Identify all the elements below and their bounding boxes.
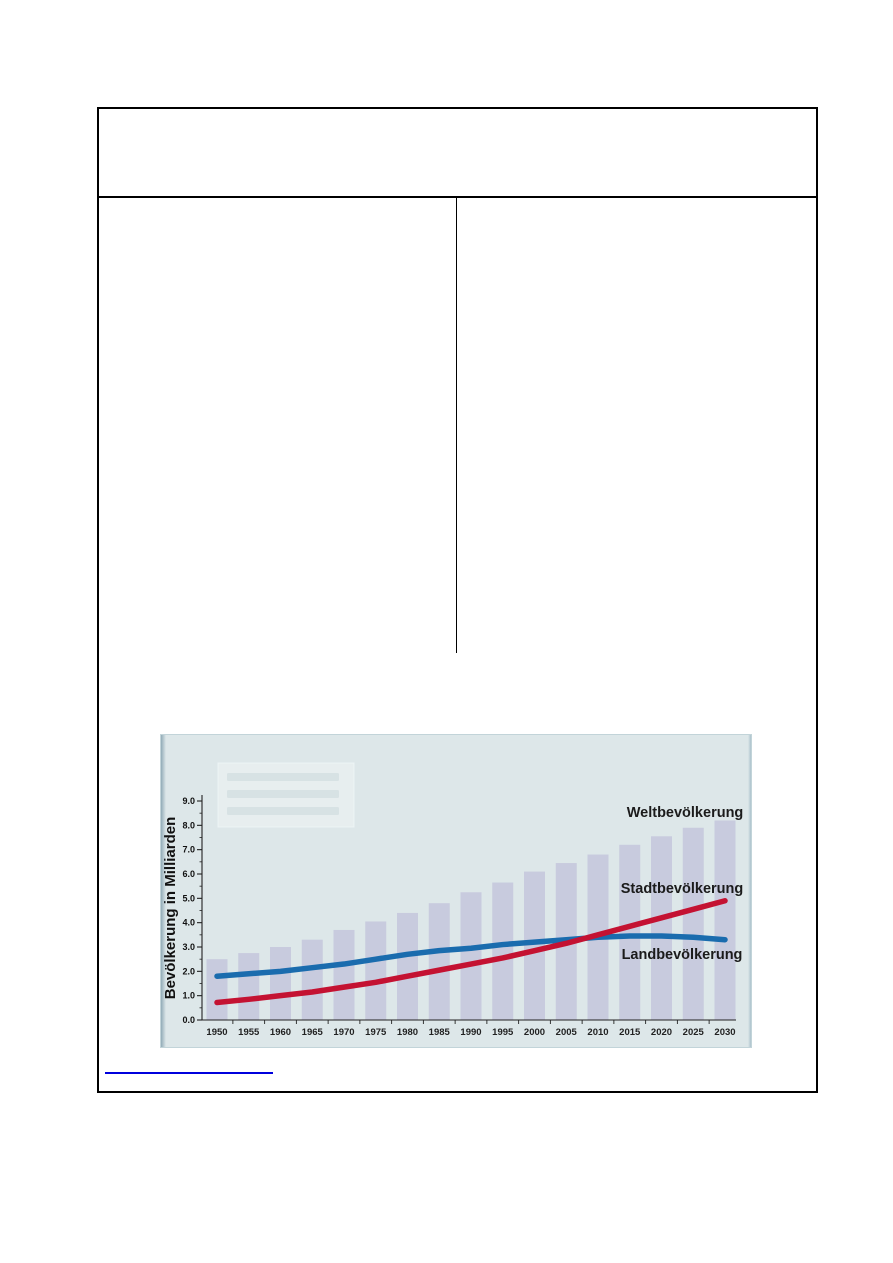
svg-text:9.0: 9.0 — [182, 796, 195, 806]
y-tick-labels: 0.0 1.0 2.0 3.0 4.0 5.0 6.0 7.0 8.0 9.0 — [182, 796, 195, 1025]
svg-text:5.0: 5.0 — [182, 893, 195, 903]
svg-text:2015: 2015 — [619, 1027, 641, 1038]
svg-text:2020: 2020 — [651, 1027, 672, 1038]
svg-text:4.0: 4.0 — [182, 918, 195, 928]
population-chart: 0.0 1.0 2.0 3.0 4.0 5.0 6.0 7.0 8.0 9.0 1950 1955 19… — [161, 735, 751, 1047]
svg-text:1955: 1955 — [238, 1027, 260, 1038]
svg-text:1985: 1985 — [429, 1027, 451, 1038]
svg-text:2.0: 2.0 — [182, 966, 195, 976]
line-series-1 — [214, 933, 728, 979]
content-frame: 0.0 1.0 2.0 3.0 4.0 5.0 6.0 7.0 8.0 9.0 1950 1955 19… — [97, 107, 818, 1093]
svg-text:1950: 1950 — [206, 1027, 227, 1038]
series-label-0: Weltbevölkerung — [627, 805, 744, 821]
right-column-cell — [458, 198, 816, 653]
svg-text:1965: 1965 — [302, 1027, 324, 1038]
y-axis-title: Bevölkerung in Milliarden — [162, 817, 179, 1000]
svg-text:6.0: 6.0 — [182, 869, 195, 879]
svg-text:2010: 2010 — [587, 1027, 608, 1038]
svg-text:0.0: 0.0 — [182, 1015, 195, 1025]
line-series-2 — [214, 898, 728, 1006]
footer-link[interactable] — [105, 1072, 273, 1074]
svg-text:1980: 1980 — [397, 1027, 418, 1038]
svg-text:2030: 2030 — [714, 1027, 735, 1038]
left-column-cell — [99, 198, 456, 653]
svg-text:1995: 1995 — [492, 1027, 514, 1038]
series-label-2: Landbevölkerung — [622, 947, 743, 963]
svg-text:1990: 1990 — [460, 1027, 481, 1038]
svg-text:2000: 2000 — [524, 1027, 545, 1038]
svg-text:1970: 1970 — [333, 1027, 354, 1038]
series-label-1: Stadtbevölkerung — [621, 881, 743, 897]
header-cell — [99, 109, 816, 198]
svg-text:1.0: 1.0 — [182, 991, 195, 1001]
svg-text:2005: 2005 — [556, 1027, 578, 1038]
x-tick-labels: 1950 1955 1960 1965 1970 1975 1980 1985 1990 1995… — [206, 1027, 735, 1038]
axes — [197, 795, 736, 1024]
column-divider — [456, 196, 457, 653]
svg-text:7.0: 7.0 — [182, 845, 195, 855]
svg-text:1975: 1975 — [365, 1027, 387, 1038]
svg-text:8.0: 8.0 — [182, 820, 195, 830]
svg-text:3.0: 3.0 — [182, 942, 195, 952]
faded-legend — [217, 762, 355, 828]
svg-text:2025: 2025 — [683, 1027, 705, 1038]
svg-text:1960: 1960 — [270, 1027, 291, 1038]
